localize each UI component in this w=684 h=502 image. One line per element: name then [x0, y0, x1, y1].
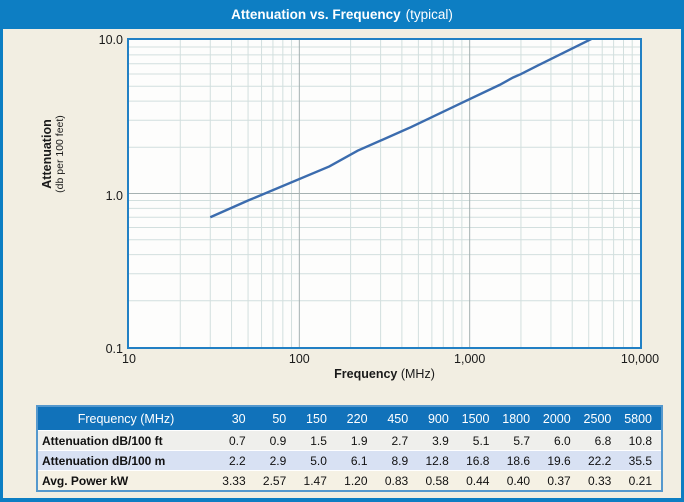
table-cell: 6.1: [350, 453, 368, 468]
table-cell: 6.8: [594, 433, 612, 448]
table-cell: 0.83: [384, 473, 409, 488]
table-cell: 30: [231, 411, 246, 426]
chart-title-suffix: (typical): [405, 7, 453, 22]
table-cell: 5.0: [310, 453, 327, 468]
x-axis-title-unit: (MHz): [400, 367, 435, 381]
table-cell: 1500: [461, 411, 490, 426]
table-cell: 0.44: [466, 473, 490, 488]
plot-area: [127, 38, 642, 349]
table-cell: 1.9: [350, 433, 368, 448]
table-cell: 2.2: [228, 453, 246, 468]
table-cell: 18.6: [506, 453, 531, 468]
table-cell: 12.8: [425, 453, 449, 468]
table-row: Attenuation dB/100 m 2.2 2.9 5.0 6.1 8.9 12.8 1…: [38, 450, 661, 470]
table-cell: 10.8: [628, 433, 652, 448]
table-cell: 1.47: [303, 473, 327, 488]
table-row: Attenuation dB/100 ft 0.7 0.9 1.5 1.9 2.7 3.9 5…: [38, 430, 661, 450]
attenuation-line: [209, 40, 593, 219]
y-axis-title-sub: (db per 100 feet): [54, 115, 66, 193]
table-cell: 900: [427, 411, 449, 426]
table-cell: 5.1: [472, 433, 490, 448]
table-cell: 2.57: [262, 473, 287, 488]
table-cell: 2.7: [391, 433, 409, 448]
table-cell: 2.9: [269, 453, 287, 468]
row-label: Avg. Power kW: [42, 473, 129, 488]
x-axis-title: Frequency (MHz): [129, 367, 640, 381]
table-cell: 2000: [542, 411, 571, 426]
table-cell: 35.5: [628, 453, 652, 468]
x-axis-ticks: 10 100 1,000 10,000: [122, 352, 659, 368]
table-cell: 2500: [583, 411, 612, 426]
table-cell: 150: [306, 411, 327, 426]
table-cell: 0.33: [588, 473, 612, 488]
table-cell: 8.9: [391, 453, 409, 468]
table-cell: 5800: [624, 411, 652, 426]
table-cell: 19.6: [547, 453, 571, 468]
table-cell: 0.7: [228, 433, 246, 448]
chart-title: Attenuation vs. Frequency: [231, 7, 401, 22]
table-cell: 1800: [502, 411, 531, 426]
table-cell: 0.37: [547, 473, 571, 488]
y-axis-title-main: Attenuation: [40, 119, 54, 189]
x-tick-label: 1,000: [454, 352, 486, 366]
x-tick-label: 100: [288, 352, 310, 366]
y-tick-label: 0.1: [105, 342, 123, 356]
table-cell: 0.58: [425, 473, 449, 488]
table-cell: 3.33: [222, 473, 246, 488]
table-cell: 450: [387, 411, 409, 426]
table-cell: 1.20: [344, 473, 368, 488]
content-area: Attenuation vs. Frequency (typical) Atte…: [3, 0, 681, 498]
table-cell: 1.5: [310, 433, 327, 448]
attenuation-chart: [129, 40, 640, 347]
row-label: Attenuation dB/100 m: [42, 453, 166, 468]
table-cell: 16.8: [466, 453, 490, 468]
table-cell: 0.9: [269, 433, 287, 448]
y-tick-label: 1.0: [105, 189, 123, 203]
table-row: Avg. Power kW 3.33 2.57 1.47 1.20 0.83 0.58 0.4…: [38, 470, 661, 490]
table-cell: 22.2: [588, 453, 612, 468]
table-cell: 3.9: [432, 433, 449, 448]
data-table: Frequency (MHz) 30 50 150 220 450 900 1500 1800 2…: [36, 405, 663, 492]
row-label: Attenuation dB/100 ft: [42, 433, 163, 448]
y-axis-title: Attenuation (db per 100 feet): [40, 54, 76, 254]
table-header-row: Frequency (MHz) 30 50 150 220 450 900 1500 1800 2…: [38, 407, 661, 430]
x-tick-label: 10,000: [620, 352, 660, 366]
table-cell: 0.21: [628, 473, 652, 488]
table-cell: 6.0: [554, 433, 571, 448]
y-tick-label: 10.0: [98, 33, 123, 47]
x-tick-label: 10: [122, 352, 136, 366]
table-cell: 5.7: [513, 433, 531, 448]
table-cell: 50: [272, 411, 287, 426]
chart-title-bar: Attenuation vs. Frequency (typical): [3, 0, 681, 29]
table-cell: 220: [346, 411, 368, 426]
x-axis-title-main: Frequency: [334, 367, 398, 381]
row-label: Frequency (MHz): [77, 411, 175, 426]
table-cell: 0.40: [506, 473, 531, 488]
